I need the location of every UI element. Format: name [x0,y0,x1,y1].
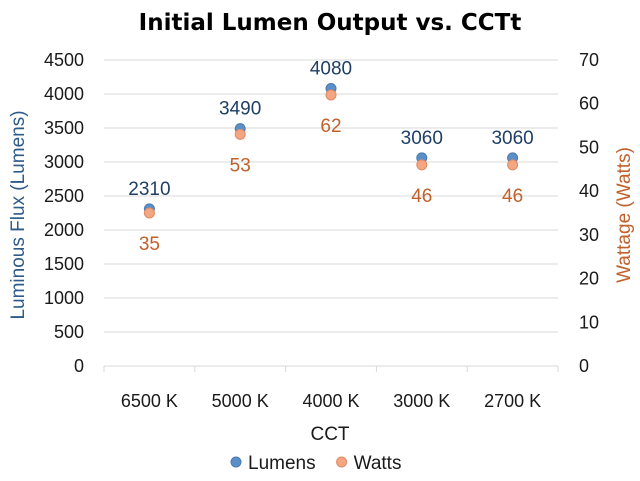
legend: Lumens Watts [230,453,402,474]
watts-point [143,207,155,219]
y2-tick-label: 0 [579,356,589,376]
y-tick-label: 2500 [44,186,84,206]
legend-label: Watts [354,453,402,474]
y2-tick-label: 50 [579,137,599,157]
lumens-data-label: 3490 [219,99,261,120]
watts-point [416,159,428,171]
y2-tick-label: 60 [579,94,599,114]
watts-point [507,159,519,171]
lumens-data-label: 3060 [401,128,443,149]
y-axis-title: Luminous Flux (Lumens) [8,110,29,319]
data-labels: 2310 3490 4080 3060 3060 35 53 62 46 46 [128,59,533,255]
watts-data-label: 62 [320,116,341,137]
watts-data-label: 53 [230,155,251,176]
watts-point [234,128,246,140]
data-points [143,83,519,219]
right-axis-ticks: 0 10 20 30 40 50 60 70 [579,50,599,376]
x-tick-label: 2700 K [484,391,541,411]
y-tick-label: 2000 [44,220,84,240]
legend-marker [336,456,348,468]
x-axis-title: CCT [310,424,349,445]
x-axis-ticks: 6500 K 5000 K 4000 K 3000 K 2700 K [121,391,541,411]
x-tick-label: 3000 K [393,391,450,411]
y2-axis-title: Wattage (Watts) [614,147,635,283]
x-tick-label: 6500 K [121,391,178,411]
lumens-data-label: 2310 [128,179,170,200]
legend-marker [230,456,242,468]
watts-data-label: 35 [139,234,160,255]
y-tick-label: 0 [74,356,84,376]
watts-data-label: 46 [411,186,432,207]
y-tick-label: 1000 [44,288,84,308]
y2-tick-label: 20 [579,269,599,289]
y-tick-label: 3500 [44,118,84,138]
watts-data-label: 46 [502,186,523,207]
lumens-data-label: 3060 [491,128,533,149]
y-tick-label: 4500 [44,50,84,70]
y2-tick-label: 40 [579,181,599,201]
y-tick-label: 500 [54,322,84,342]
x-tick-label: 5000 K [212,391,269,411]
y-tick-label: 4000 [44,84,84,104]
y2-tick-label: 10 [579,312,599,332]
left-axis-ticks: 0 500 1000 1500 2000 2500 3000 3500 4000 4500 [44,50,84,376]
watts-point [325,89,337,101]
gridlines [103,59,559,372]
legend-label: Lumens [248,453,316,474]
y2-tick-label: 70 [579,50,599,70]
lumens-data-label: 4080 [310,59,352,80]
chart-title: Initial Lumen Output vs. CCTt [139,10,522,36]
y-tick-label: 1500 [44,254,84,274]
x-tick-label: 4000 K [302,391,359,411]
y-tick-label: 3000 [44,152,84,172]
y2-tick-label: 30 [579,225,599,245]
